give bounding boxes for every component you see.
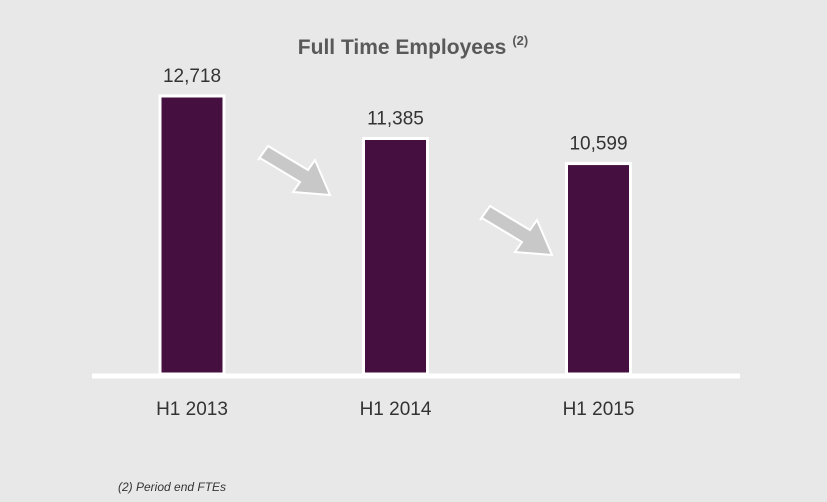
title-text: Full Time Employees — [298, 36, 507, 59]
arrow — [257, 144, 332, 197]
chart-title: Full Time Employees (2) — [298, 33, 528, 58]
arrow — [479, 204, 554, 257]
title-superscript: (2) — [512, 33, 528, 48]
bar — [158, 94, 226, 376]
x-tick-label: H1 2013 — [156, 399, 228, 420]
bar — [565, 162, 632, 376]
bar — [362, 137, 429, 376]
value-label: 10,599 — [569, 134, 627, 155]
footnote: (2) Period end FTEs — [118, 480, 226, 494]
value-label: 11,385 — [367, 109, 424, 130]
x-tick-label: H1 2015 — [563, 399, 635, 420]
x-tick-label: H1 2014 — [360, 399, 432, 420]
value-label: 12,718 — [163, 66, 221, 87]
